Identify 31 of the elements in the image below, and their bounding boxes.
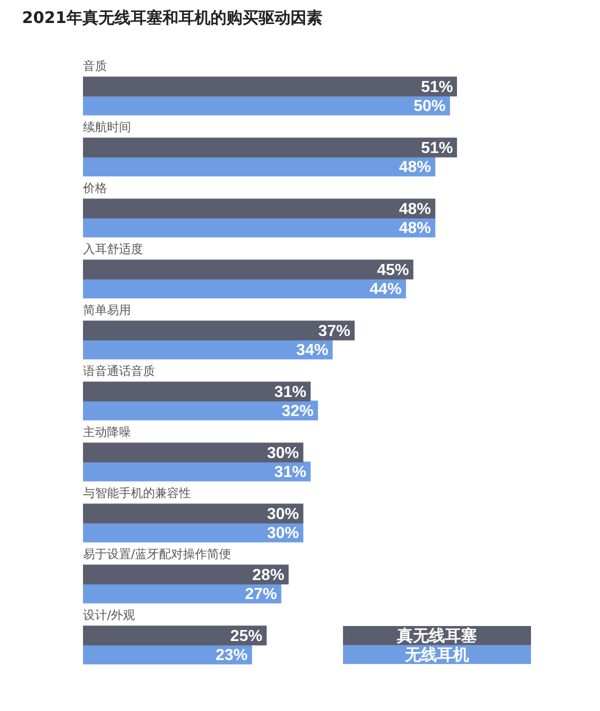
data-label: 30% [266,506,299,523]
data-label: 51% [420,140,453,157]
data-label: 44% [370,280,402,298]
data-label: 51% [420,78,453,96]
data-label: 28% [252,566,284,584]
y-tick-label: 价格 [82,181,107,196]
data-label: 34% [296,342,328,359]
y-tick-label: 简单易用 [83,303,131,318]
data-label: 30% [266,444,299,462]
data-label: 48% [398,158,431,176]
data-label: 48% [398,220,431,237]
y-tick-label: 续航时间 [83,120,131,134]
data-label: 27% [244,586,277,603]
y-tick-label: 与智能手机的兼容性 [83,486,191,500]
data-label: 37% [318,322,350,340]
y-tick-label: 设计/外观 [83,608,136,622]
data-label: 30% [266,524,299,542]
y-tick-label: 音质 [83,59,107,74]
y-tick-label: 语音通话音质 [83,364,155,378]
y-tick-label: 主动降噪 [83,425,131,440]
data-label: 45% [376,262,409,279]
data-label: 25% [230,628,262,645]
data-label: 31% [274,384,306,401]
data-label: 23% [216,646,248,664]
y-tick-label: 入耳舒适度 [83,242,143,256]
chart-title: 2021年真无线耳塞和耳机的购买驱动因素 [22,8,323,29]
data-label: 32% [282,402,314,420]
data-label: 48% [398,200,431,218]
data-label: 31% [274,464,306,481]
y-tick-label: 易于设置/蓝牙配对操作简便 [83,547,232,562]
data-label: 50% [414,98,446,115]
